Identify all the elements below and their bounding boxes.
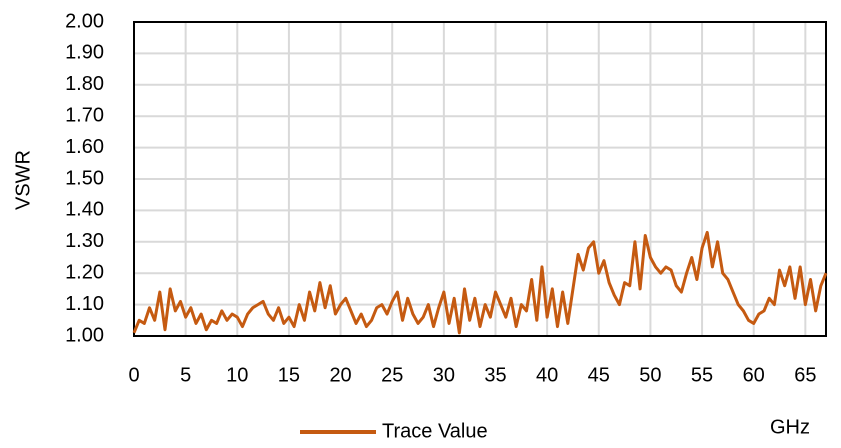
- x-axis-label: GHz: [770, 416, 810, 438]
- x-tick-label: 45: [588, 364, 610, 386]
- y-tick-label: 1.00: [65, 324, 104, 346]
- y-tick-label: 1.30: [65, 230, 104, 252]
- data-line: [132, 230, 828, 335]
- y-axis-label: VSWR: [12, 150, 34, 210]
- x-tick-label: 15: [278, 364, 300, 386]
- x-tick-label: 25: [381, 364, 403, 386]
- y-tick-label: 1.60: [65, 136, 104, 158]
- x-tick-label: 5: [180, 364, 191, 386]
- y-tick-label: 1.80: [65, 73, 104, 95]
- y-tick-label: 1.40: [65, 199, 104, 221]
- x-tick-label: 65: [794, 364, 816, 386]
- x-tick-label: 35: [484, 364, 506, 386]
- x-tick-label: 50: [639, 364, 661, 386]
- y-tick-label: 2.00: [65, 10, 104, 32]
- y-tick-label: 1.50: [65, 167, 104, 189]
- plot-border: [133, 21, 827, 337]
- x-tick-label: 40: [536, 364, 558, 386]
- y-tick-label: 1.10: [65, 293, 104, 315]
- y-tick-label: 1.90: [65, 42, 104, 64]
- x-tick-label: 20: [329, 364, 351, 386]
- x-tick-label: 30: [433, 364, 455, 386]
- x-tick-label: 55: [691, 364, 713, 386]
- x-tick-label: 60: [743, 364, 765, 386]
- y-tick-label: 1.20: [65, 261, 104, 283]
- legend-label: Trace Value: [382, 420, 488, 442]
- x-tick-label: 10: [226, 364, 248, 386]
- y-tick-label: 1.70: [65, 104, 104, 126]
- x-tick-label: 0: [128, 364, 139, 386]
